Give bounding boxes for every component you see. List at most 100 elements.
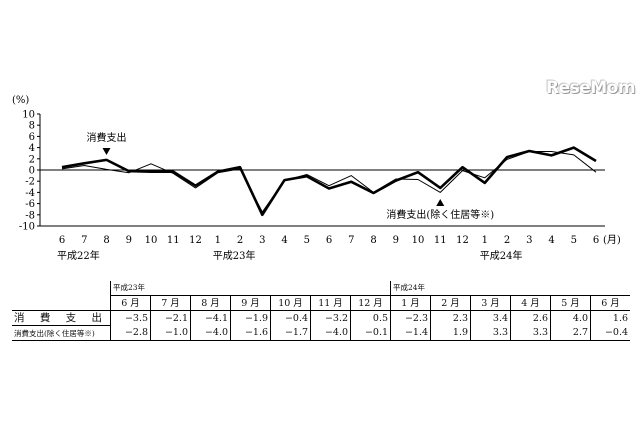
table-cell: −2.3 [390, 310, 431, 326]
table-cell: −1.0 [150, 325, 191, 341]
table-cell: −4.1 [190, 310, 231, 326]
x-tick-label: 3 [259, 235, 265, 246]
table-cell: 2.7 [550, 325, 591, 341]
table-cell: −3.5 [110, 310, 151, 326]
x-tick-label: 2 [504, 235, 510, 246]
x-tick-label: 5 [304, 235, 310, 246]
series-2-annotation: 消費支出(除く住居等※) [386, 208, 494, 221]
table-month-header: 9 月 [230, 295, 271, 311]
table-cell: −4.0 [310, 325, 351, 341]
x-unit-label: (月) [603, 234, 621, 246]
down-triangle-marker [102, 148, 111, 155]
table-row: 消費支出(除く住居等※) −2.8 −1.0 −4.0 −1.6 −1.7 −4.0 −0.1… [12, 325, 631, 341]
table-cell: −0.4 [590, 325, 631, 341]
x-tick-label: 4 [281, 235, 287, 246]
x-tick-label: 7 [348, 235, 354, 246]
x-tick-label: 11 [434, 235, 447, 246]
x-tick-label: 8 [103, 235, 109, 246]
y-tick-label: -2 [25, 177, 35, 188]
chart-lines [61, 146, 597, 217]
x-tick-label: 5 [571, 235, 577, 246]
table-cell: −1.7 [270, 325, 311, 341]
era-label: 平成23年 [213, 249, 256, 262]
table-month-header: 7 月 [150, 295, 191, 311]
table-cell: 2.3 [430, 310, 471, 326]
table-cell: −2.8 [110, 325, 151, 341]
y-tick-label: 4 [29, 143, 35, 154]
table-cell: 1.6 [590, 310, 631, 326]
x-tick-label: 1 [482, 235, 488, 246]
table-cell: −1.6 [230, 325, 271, 341]
x-tick-label: 6 [593, 235, 599, 246]
table-cell: −0.1 [350, 325, 391, 341]
x-tick-label: 7 [81, 235, 87, 246]
x-tick-label: 9 [393, 235, 399, 246]
table-cell: 4.0 [550, 310, 591, 326]
x-tick-label: 4 [548, 235, 554, 246]
x-tick-label: 6 [59, 235, 65, 246]
table-era-header: 平成24年 [390, 281, 631, 296]
y-tick-label: 10 [22, 110, 35, 121]
table-cell: 3.3 [510, 325, 551, 341]
x-tick-label: 9 [126, 235, 132, 246]
x-tick-label: 10 [145, 235, 158, 246]
up-triangle-marker [436, 199, 445, 206]
table-cell: −2.1 [150, 310, 191, 326]
era-label: 平成24年 [480, 249, 523, 262]
table-month-header: 4 月 [510, 295, 551, 311]
x-tick-label: 8 [370, 235, 376, 246]
x-tick-label: 11 [167, 235, 180, 246]
table-cell: −3.2 [310, 310, 351, 326]
table-month-header: 10 月 [270, 295, 311, 311]
table-month-header: 6 月 [590, 295, 631, 311]
table-cell: −1.9 [230, 310, 271, 326]
y-tick-label: 8 [29, 121, 35, 132]
table-cell: 0.5 [350, 310, 391, 326]
x-tick-label: 2 [237, 235, 243, 246]
table-cell: 3.3 [470, 325, 511, 341]
table-cell: 2.6 [510, 310, 551, 326]
table-cell: 3.4 [470, 310, 511, 326]
x-tick-label: 10 [412, 235, 425, 246]
table-row-label: 消費支出(除く住居等※) [12, 325, 111, 341]
x-tick-label: 3 [526, 235, 532, 246]
table-row-label: 消 費 支 出 [12, 310, 111, 326]
resemom-logo: ReseMom [546, 78, 636, 98]
table-month-header: 11 月 [310, 295, 351, 311]
table-era-header: 平成23年 [110, 281, 391, 296]
x-tick-label: 12 [189, 235, 202, 246]
table-cell: −0.4 [270, 310, 311, 326]
table-month-header: 1 月 [390, 295, 431, 311]
y-tick-label: -6 [25, 199, 35, 210]
table-month-header: 8 月 [190, 295, 231, 311]
table-month-header: 6 月 [110, 295, 151, 311]
y-tick-label: -10 [19, 222, 35, 233]
series-line-1 [61, 146, 597, 217]
table-month-header: 12 月 [350, 295, 391, 311]
y-tick-label: 0 [29, 166, 35, 177]
y-unit-label: (%) [12, 95, 29, 106]
table-month-header: 3 月 [470, 295, 511, 311]
table-month-header: 2 月 [430, 295, 471, 311]
x-tick-label: 1 [215, 235, 221, 246]
table-corner [12, 281, 111, 296]
series-line-2 [61, 151, 597, 213]
table-month-header: 5 月 [550, 295, 591, 311]
x-tick-label: 6 [326, 235, 332, 246]
y-tick-label: -8 [25, 210, 35, 221]
chart-axes [37, 113, 605, 227]
table-cell: 1.9 [430, 325, 471, 341]
table-cell: −4.0 [190, 325, 231, 341]
y-tick-label: -4 [25, 188, 35, 199]
y-tick-label: 6 [29, 132, 35, 143]
table-era-row: 平成23年 平成24年 [12, 281, 631, 296]
table-cell: −1.4 [390, 325, 431, 341]
era-label: 平成22年 [57, 249, 100, 262]
table-row: 消 費 支 出 −3.5 −2.1 −4.1 −1.9 −0.4 −3.2 0.5 −2.3 2.… [12, 310, 631, 326]
y-tick-label: 2 [29, 154, 35, 165]
